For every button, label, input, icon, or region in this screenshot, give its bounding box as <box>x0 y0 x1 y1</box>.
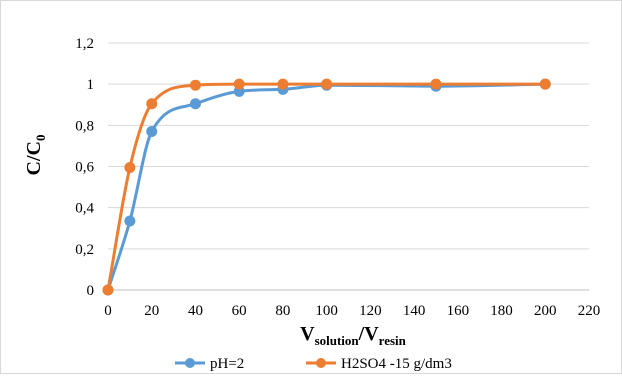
x-tick-label: 220 <box>578 303 601 319</box>
data-point <box>146 126 158 138</box>
x-tick-label: 160 <box>447 303 470 319</box>
x-tick-label: 200 <box>534 303 557 319</box>
data-point <box>102 284 114 296</box>
data-point <box>146 98 158 110</box>
x-tick-label: 60 <box>232 303 247 319</box>
y-axis-title-sub: 0 <box>33 135 48 142</box>
data-point <box>539 78 551 90</box>
x-tick-label: 40 <box>188 303 203 319</box>
x-axis-title-sub2: resin <box>379 333 407 348</box>
data-point <box>321 78 333 90</box>
y-tick-label: 1,2 <box>75 36 94 52</box>
y-tick-label: 0,6 <box>75 160 94 176</box>
series-line <box>106 82 546 291</box>
y-tick-label: 0,2 <box>75 242 94 258</box>
data-point <box>430 78 442 90</box>
x-tick-label: 80 <box>275 303 290 319</box>
y-tick-label: 0 <box>87 283 95 299</box>
y-tick-label: 1 <box>87 77 95 93</box>
x-tick-label: 180 <box>490 303 513 319</box>
data-point <box>233 78 245 90</box>
x-axis-title: Vsolution/Vresin <box>300 323 407 348</box>
x-tick-label: 100 <box>315 303 338 319</box>
legend-swatch-marker-h2so4 <box>316 358 326 368</box>
y-tick-label: 0,8 <box>75 118 94 134</box>
legend: pH=2 H2SO4 -15 g/dm3 <box>175 356 452 372</box>
data-point <box>124 162 136 174</box>
y-tick-label: 0,4 <box>75 201 94 217</box>
x-axis-title-sep: /V <box>358 323 380 345</box>
series <box>102 78 551 296</box>
data-point <box>277 78 289 90</box>
x-tick-label: 0 <box>104 303 112 319</box>
data-point <box>124 215 136 227</box>
legend-label-h2so4: H2SO4 -15 g/dm3 <box>341 356 452 372</box>
y-axis-title-main: C/C <box>23 141 45 175</box>
series-h2so4 <box>102 78 551 296</box>
x-tick-label: 20 <box>144 303 159 319</box>
gridlines <box>108 42 589 250</box>
legend-item-h2so4: H2SO4 -15 g/dm3 <box>306 356 452 372</box>
legend-item-ph2: pH=2 <box>175 356 244 372</box>
x-tick-label: 140 <box>403 303 426 319</box>
series-line <box>106 82 546 291</box>
x-axis-title-sub1: solution <box>315 333 360 348</box>
y-axis-title: C/C0 <box>23 135 48 176</box>
axes: 0 0,2 0,4 0,6 0,8 1 1,2 0 20 40 60 80 100 120 140 160 18… <box>75 36 600 319</box>
x-tick-label: 120 <box>359 303 382 319</box>
data-point <box>189 98 201 110</box>
x-axis-title-main: V <box>300 323 315 345</box>
series-ph2 <box>102 78 551 296</box>
data-point <box>189 79 201 91</box>
legend-label-ph2: pH=2 <box>210 356 244 372</box>
legend-swatch-marker-ph2 <box>185 358 195 368</box>
